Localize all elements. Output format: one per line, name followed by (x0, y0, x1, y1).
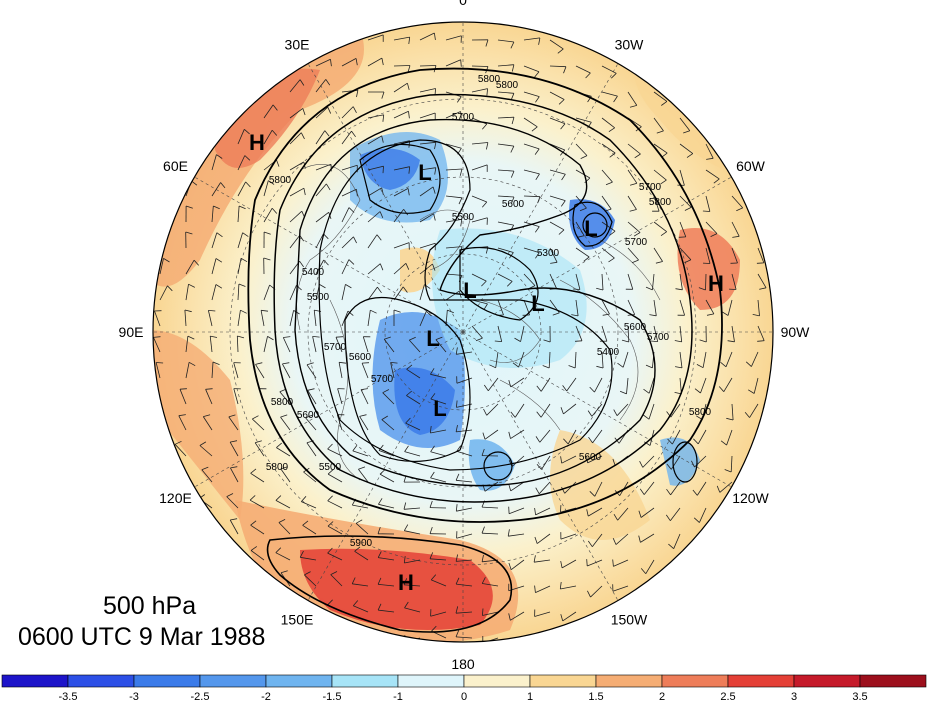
colorbar-tick-label: 1.5 (588, 691, 603, 702)
contour-label: 5600 (297, 410, 320, 421)
colorbar-swatch (529, 674, 597, 688)
contour-label: 5300 (537, 248, 560, 259)
colorbar-swatch (859, 674, 927, 688)
colorbar-tick-label: -2 (261, 691, 271, 702)
colorbar-tick-label: 2.5 (720, 691, 735, 702)
low-pressure-label: L (584, 216, 597, 241)
colorbar-swatch (1, 674, 69, 688)
colorbar-tick-label: 3 (791, 691, 797, 702)
contour-label: 5700 (639, 182, 662, 193)
colorbar-tick-label: -3 (129, 691, 139, 702)
contour-label: 5700 (324, 342, 347, 353)
polar-stereographic-map: 5800580057005800560055005300540057005500… (119, 0, 811, 670)
high-pressure-label: H (249, 130, 265, 155)
longitude-label: 30W (615, 37, 645, 53)
contour-label: 5600 (349, 352, 372, 363)
longitude-label: 90E (119, 324, 144, 340)
contour-label: 5500 (319, 462, 342, 473)
contour-label: 5800 (689, 407, 712, 418)
longitude-labels: 0 30W 60W 90W 120W 150W 180 150E 120E 90E 60E 30E (119, 0, 811, 670)
contour-label: 5700 (647, 332, 670, 343)
low-pressure-label: L (433, 396, 446, 421)
map-boundary (152, 21, 774, 643)
longitude-label: 150W (611, 612, 648, 628)
high-pressure-label: H (398, 570, 414, 595)
contour-label: 5400 (597, 347, 620, 358)
contour-label: 5600 (579, 452, 602, 463)
colorbar-tick-label: -1 (393, 691, 403, 702)
colorbar-swatch (727, 674, 795, 688)
longitude-label: 60W (736, 158, 766, 174)
colorbar: -3.5 -3 -2.5 -2 -1.5 -1 0 1 1.5 2 2.5 3 3.5 (1, 674, 927, 702)
colorbar-swatch (67, 674, 135, 688)
contour-label: 5800 (649, 197, 672, 208)
contour-label: 5500 (307, 292, 330, 303)
level-title: 500 hPa (103, 592, 197, 620)
colorbar-tick-label: 2 (659, 691, 665, 702)
colorbar-swatch (463, 674, 531, 688)
colorbar-swatch (265, 674, 333, 688)
contour-label: 5600 (502, 199, 525, 210)
contour-label: 5800 (266, 462, 289, 473)
low-pressure-label: L (418, 160, 431, 185)
contour-label: 5700 (452, 112, 475, 123)
colorbar-swatch (397, 674, 465, 688)
colorbar-tick-label: -2.5 (191, 691, 210, 702)
time-title: 0600 UTC 9 Mar 1988 (18, 623, 266, 651)
colorbar-swatch (661, 674, 729, 688)
colorbar-tick-label: 0 (461, 691, 467, 702)
low-pressure-label: L (463, 278, 476, 303)
colorbar-tick-label: -1.5 (323, 691, 342, 702)
contour-label: 5700 (371, 374, 394, 385)
longitude-label: 60E (163, 158, 188, 174)
low-pressure-label: L (426, 326, 439, 351)
longitude-label: 150E (281, 612, 314, 628)
colorbar-swatch (793, 674, 861, 688)
longitude-label: 120W (732, 490, 769, 506)
contour-label: 5700 (625, 237, 648, 248)
contour-label: 5800 (269, 175, 292, 186)
contour-label: 5400 (302, 267, 325, 278)
anomaly-fill (153, 22, 773, 642)
colorbar-swatch (331, 674, 399, 688)
contour-label: 5800 (496, 80, 519, 91)
contour-labels: 5800580057005800560055005300540057005500… (266, 74, 712, 549)
longitude-label: 120E (159, 490, 192, 506)
low-pressure-label: L (531, 291, 544, 316)
contour-label: 5600 (624, 322, 647, 333)
height-contours (247, 67, 723, 633)
high-pressure-label: H (708, 271, 724, 296)
contour-label: 5500 (452, 212, 475, 223)
longitude-label: 30E (285, 37, 310, 53)
colorbar-swatch (133, 674, 201, 688)
longitude-label: 180 (451, 656, 475, 670)
contour-label: 5900 (350, 538, 373, 549)
contour-label: 5800 (271, 397, 294, 408)
colorbar-tick-label: 1 (527, 691, 533, 702)
contour-label: 5800 (478, 74, 501, 85)
longitude-label: 90W (781, 324, 811, 340)
colorbar-tick-label: -3.5 (59, 691, 78, 702)
colorbar-swatch (199, 674, 267, 688)
colorbar-tick-label: 3.5 (852, 691, 867, 702)
longitude-label: 0 (459, 0, 467, 8)
colorbar-swatch (595, 674, 663, 688)
